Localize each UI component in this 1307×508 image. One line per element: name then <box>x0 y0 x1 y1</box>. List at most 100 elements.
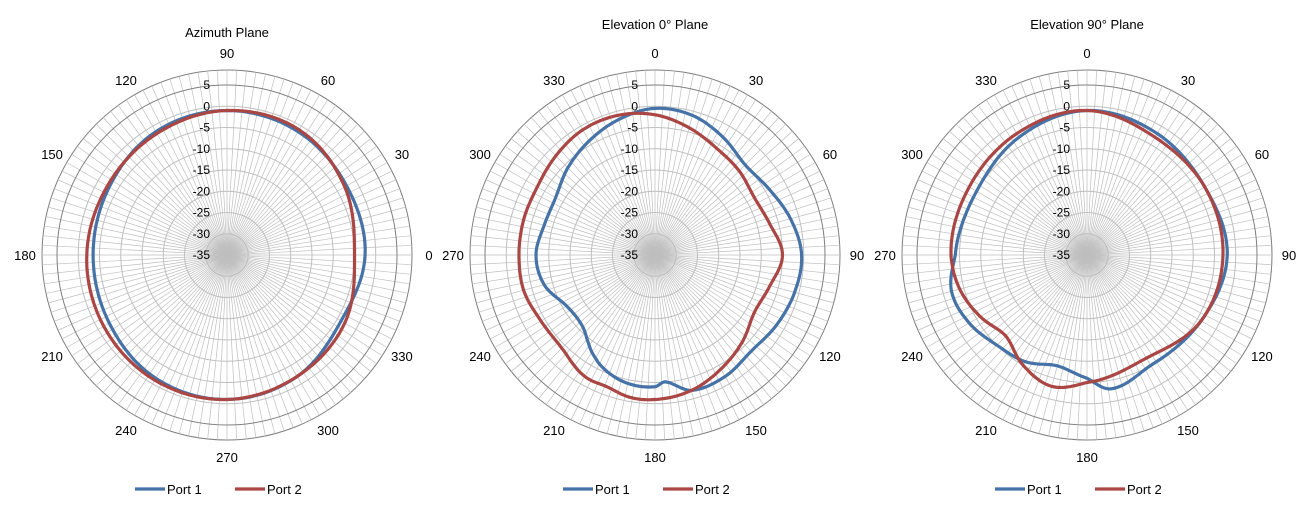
radial-gridline <box>226 254 266 437</box>
radial-gridline <box>654 254 838 285</box>
radial-gridline <box>654 254 704 434</box>
radial-gridline <box>505 145 656 256</box>
radial-gridline <box>654 73 694 256</box>
radial-gridline <box>994 254 1088 416</box>
radial-gridline <box>1011 254 1088 425</box>
radial-gridline <box>654 94 748 256</box>
radial-tick-label: -15 <box>621 163 639 177</box>
concentric-gridline <box>590 190 720 320</box>
radial-gridline <box>654 179 825 256</box>
radial-gridline <box>654 254 840 275</box>
radial-gridline <box>654 254 748 416</box>
concentric-gridline <box>162 190 292 320</box>
radial-gridline <box>1086 235 1272 256</box>
radial-tick-label: -25 <box>1053 206 1071 220</box>
radial-gridline <box>226 99 329 256</box>
radial-gridline <box>1086 254 1180 416</box>
radial-gridline <box>226 254 352 393</box>
radial-gridline <box>654 85 731 256</box>
radial-gridline <box>1086 254 1266 304</box>
radial-gridline <box>142 254 228 420</box>
concentric-gridline <box>141 169 313 341</box>
radial-gridline <box>654 254 793 380</box>
radial-gridline <box>955 254 1088 387</box>
radial-tick-label: -10 <box>193 142 211 156</box>
radial-gridline <box>226 82 294 256</box>
radial-gridline <box>1086 170 1252 256</box>
legend-label: Port 1 <box>167 482 202 497</box>
chart-title: Azimuth Plane <box>185 25 269 40</box>
radial-gridline <box>1067 70 1088 256</box>
angular-tick-label: 240 <box>115 423 137 438</box>
radial-gridline <box>654 105 765 256</box>
radial-gridline <box>226 254 412 275</box>
radial-gridline <box>226 123 359 256</box>
radial-gridline <box>110 254 228 399</box>
angular-tick-label: 0 <box>651 46 658 61</box>
radial-gridline <box>1086 153 1243 256</box>
radial-gridline <box>226 254 238 440</box>
radial-gridline <box>1086 254 1252 340</box>
radial-gridline <box>1086 254 1269 294</box>
concentric-gridline <box>569 169 741 341</box>
radial-gridline <box>1002 90 1088 256</box>
chart-title: Elevation 90° Plane <box>1030 17 1144 32</box>
radial-gridline <box>926 254 1088 348</box>
radial-gridline <box>50 254 228 313</box>
radial-gridline <box>197 254 228 438</box>
radial-gridline <box>207 70 228 256</box>
radial-gridline <box>553 254 656 411</box>
radial-gridline <box>1086 254 1219 387</box>
angular-tick-label: 180 <box>1076 450 1098 465</box>
radial-gridline <box>654 70 675 256</box>
radial-gridline <box>1020 254 1088 428</box>
radial-gridline <box>188 254 228 437</box>
radial-gridline <box>1086 78 1145 256</box>
angular-tick-label: 120 <box>115 73 137 88</box>
radial-gridline <box>1086 130 1225 256</box>
radial-gridline <box>523 123 656 256</box>
radial-gridline <box>926 162 1088 256</box>
radial-gridline <box>470 254 656 275</box>
radial-gridline <box>1086 254 1204 399</box>
radial-gridline <box>476 206 656 256</box>
radial-tick-label: -35 <box>621 248 639 262</box>
radial-gridline <box>494 162 656 256</box>
radial-gridline <box>931 153 1088 256</box>
radial-gridline <box>226 254 410 285</box>
radial-gridline <box>1086 254 1257 331</box>
radial-gridline <box>1057 254 1088 438</box>
radial-gridline <box>1086 197 1264 256</box>
radial-gridline <box>110 111 228 256</box>
radial-gridline <box>54 188 228 256</box>
radial-gridline <box>1086 254 1098 440</box>
radial-gridline <box>654 145 805 256</box>
radial-gridline <box>625 72 656 256</box>
radial-gridline <box>654 111 772 256</box>
legend-label: Port 2 <box>267 482 302 497</box>
radial-gridline <box>470 244 656 256</box>
radial-gridline <box>226 254 404 313</box>
radial-gridline <box>654 254 722 428</box>
chart-title: Elevation 0° Plane <box>602 17 708 32</box>
radial-gridline <box>1086 123 1219 256</box>
radial-gridline <box>226 254 383 357</box>
radial-gridline <box>207 254 228 440</box>
radial-gridline <box>1086 73 1126 256</box>
radial-gridline <box>226 254 285 432</box>
radial-gridline <box>949 130 1088 256</box>
radial-gridline <box>553 99 656 256</box>
angular-tick-label: 120 <box>1251 349 1273 364</box>
radial-gridline <box>1086 117 1212 256</box>
radial-gridline <box>476 254 656 304</box>
radial-gridline <box>478 254 656 313</box>
angular-tick-label: 150 <box>1177 423 1199 438</box>
concentric-gridline <box>1065 233 1109 277</box>
angular-tick-label: 90 <box>1282 248 1296 263</box>
radial-gridline <box>485 179 656 256</box>
radial-tick-label: -30 <box>193 227 211 241</box>
radial-gridline <box>910 254 1088 313</box>
radial-gridline <box>226 73 266 256</box>
radial-tick-label: -5 <box>1059 121 1070 135</box>
radial-gridline <box>570 254 656 420</box>
